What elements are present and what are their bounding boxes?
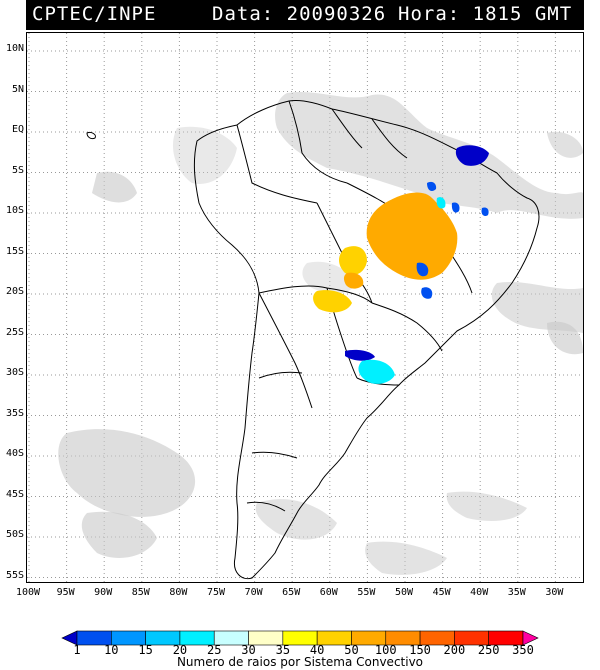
colorbar-tick-label: 20 xyxy=(172,643,188,657)
lon-label: 50W xyxy=(394,587,414,598)
lat-label: 50S xyxy=(5,529,24,540)
lat-label: 25S xyxy=(5,326,24,338)
time-label: Hora: 1815 GMT xyxy=(398,3,573,25)
lon-label: 30W xyxy=(545,587,564,598)
lon-label: 80W xyxy=(169,587,188,598)
map-frame xyxy=(26,32,584,583)
lat-label: 40S xyxy=(5,448,24,459)
colorbar-tick-label: 250 xyxy=(477,643,500,657)
lon-label: 65W xyxy=(282,587,301,598)
lat-label: 20S xyxy=(5,286,24,297)
lon-label: 60W xyxy=(319,587,338,598)
lat-label: 15S xyxy=(5,245,24,257)
lat-label: 45S xyxy=(5,488,24,500)
colorbar xyxy=(61,630,539,646)
lat-label: EQ xyxy=(11,124,24,135)
colorbar-tick-label: 15 xyxy=(138,643,153,657)
colorbar-tick-label: 150 xyxy=(409,643,431,657)
colorbar-tick-label: 50 xyxy=(344,643,359,657)
lightning-cells xyxy=(313,145,489,384)
lat-label: 10N xyxy=(5,43,24,54)
lat-label: 35S xyxy=(5,407,24,419)
colorbar-tick-label: 200 xyxy=(443,643,466,657)
lat-label: 55S xyxy=(5,569,24,581)
cloud-cover xyxy=(58,92,583,575)
lon-label: 100W xyxy=(15,587,41,598)
colorbar-tick-label: 30 xyxy=(241,643,256,657)
lat-label: 5S xyxy=(11,164,24,176)
colorbar-tick-label: 40 xyxy=(309,643,325,657)
lon-label: 90W xyxy=(94,587,113,598)
colorbar-tick-label: 35 xyxy=(275,643,291,657)
colorbar-tick-label: 10 xyxy=(104,643,119,657)
lon-label: 85W xyxy=(131,587,150,598)
map-canvas xyxy=(27,33,583,582)
lon-label: 55W xyxy=(357,587,376,598)
source-label: CPTEC/INPE xyxy=(32,3,157,25)
colorbar-tick-label: 1 xyxy=(73,643,81,657)
lon-label: 95W xyxy=(56,587,75,598)
colorbar-caption: Numero de raios por Sistema Convectivo xyxy=(176,655,424,669)
colorbar-arrow-right xyxy=(522,630,539,646)
lat-label: 10S xyxy=(5,205,24,216)
lon-label: 75W xyxy=(206,587,226,598)
date-label: Data: 20090326 xyxy=(212,3,387,25)
colorbar-tick-label: 350 xyxy=(512,643,534,657)
lon-label: 35W xyxy=(507,587,526,598)
colorbar-tick-label: 100 xyxy=(374,643,397,657)
header-bar: CPTEC/INPE Data: 20090326 Hora: 1815 GMT xyxy=(26,0,584,30)
colorbar-tick-label: 25 xyxy=(206,643,222,657)
lat-label: 5N xyxy=(11,83,24,95)
lon-label: 45W xyxy=(432,587,451,598)
lat-label: 30S xyxy=(5,367,24,378)
lon-label: 70W xyxy=(244,587,263,598)
lon-label: 40W xyxy=(470,587,489,598)
